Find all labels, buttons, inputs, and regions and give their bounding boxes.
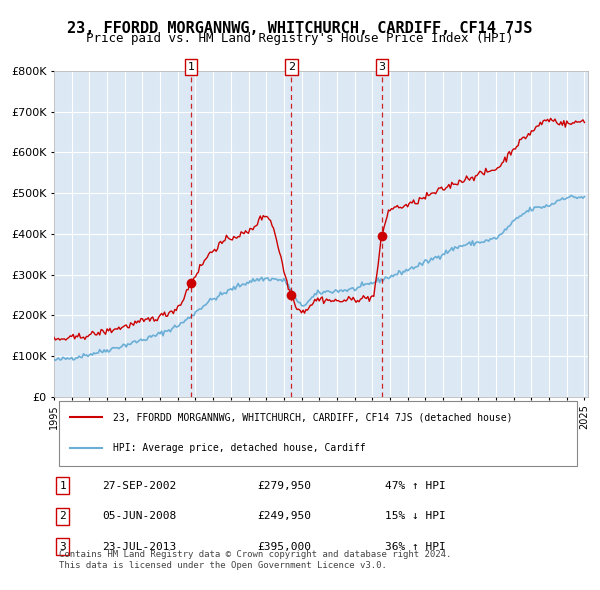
Text: £395,000: £395,000 xyxy=(257,542,311,552)
Text: 05-JUN-2008: 05-JUN-2008 xyxy=(102,511,176,521)
Text: 23-JUL-2013: 23-JUL-2013 xyxy=(102,542,176,552)
Text: 3: 3 xyxy=(379,62,386,72)
FancyBboxPatch shape xyxy=(59,401,577,466)
Text: Contains HM Land Registry data © Crown copyright and database right 2024.
This d: Contains HM Land Registry data © Crown c… xyxy=(59,550,452,569)
Text: 1: 1 xyxy=(187,62,194,72)
Text: Price paid vs. HM Land Registry's House Price Index (HPI): Price paid vs. HM Land Registry's House … xyxy=(86,32,514,45)
Text: 47% ↑ HPI: 47% ↑ HPI xyxy=(385,481,446,491)
Text: 27-SEP-2002: 27-SEP-2002 xyxy=(102,481,176,491)
Text: 23, FFORDD MORGANNWG, WHITCHURCH, CARDIFF, CF14 7JS (detached house): 23, FFORDD MORGANNWG, WHITCHURCH, CARDIF… xyxy=(113,412,512,422)
Text: £279,950: £279,950 xyxy=(257,481,311,491)
Text: 1: 1 xyxy=(59,481,66,491)
Text: 15% ↓ HPI: 15% ↓ HPI xyxy=(385,511,446,521)
Text: 23, FFORDD MORGANNWG, WHITCHURCH, CARDIFF, CF14 7JS: 23, FFORDD MORGANNWG, WHITCHURCH, CARDIF… xyxy=(67,21,533,35)
Text: 36% ↑ HPI: 36% ↑ HPI xyxy=(385,542,446,552)
Text: 2: 2 xyxy=(59,511,66,521)
Text: 3: 3 xyxy=(59,542,66,552)
Text: 2: 2 xyxy=(288,62,295,72)
Text: HPI: Average price, detached house, Cardiff: HPI: Average price, detached house, Card… xyxy=(113,442,365,453)
Text: £249,950: £249,950 xyxy=(257,511,311,521)
